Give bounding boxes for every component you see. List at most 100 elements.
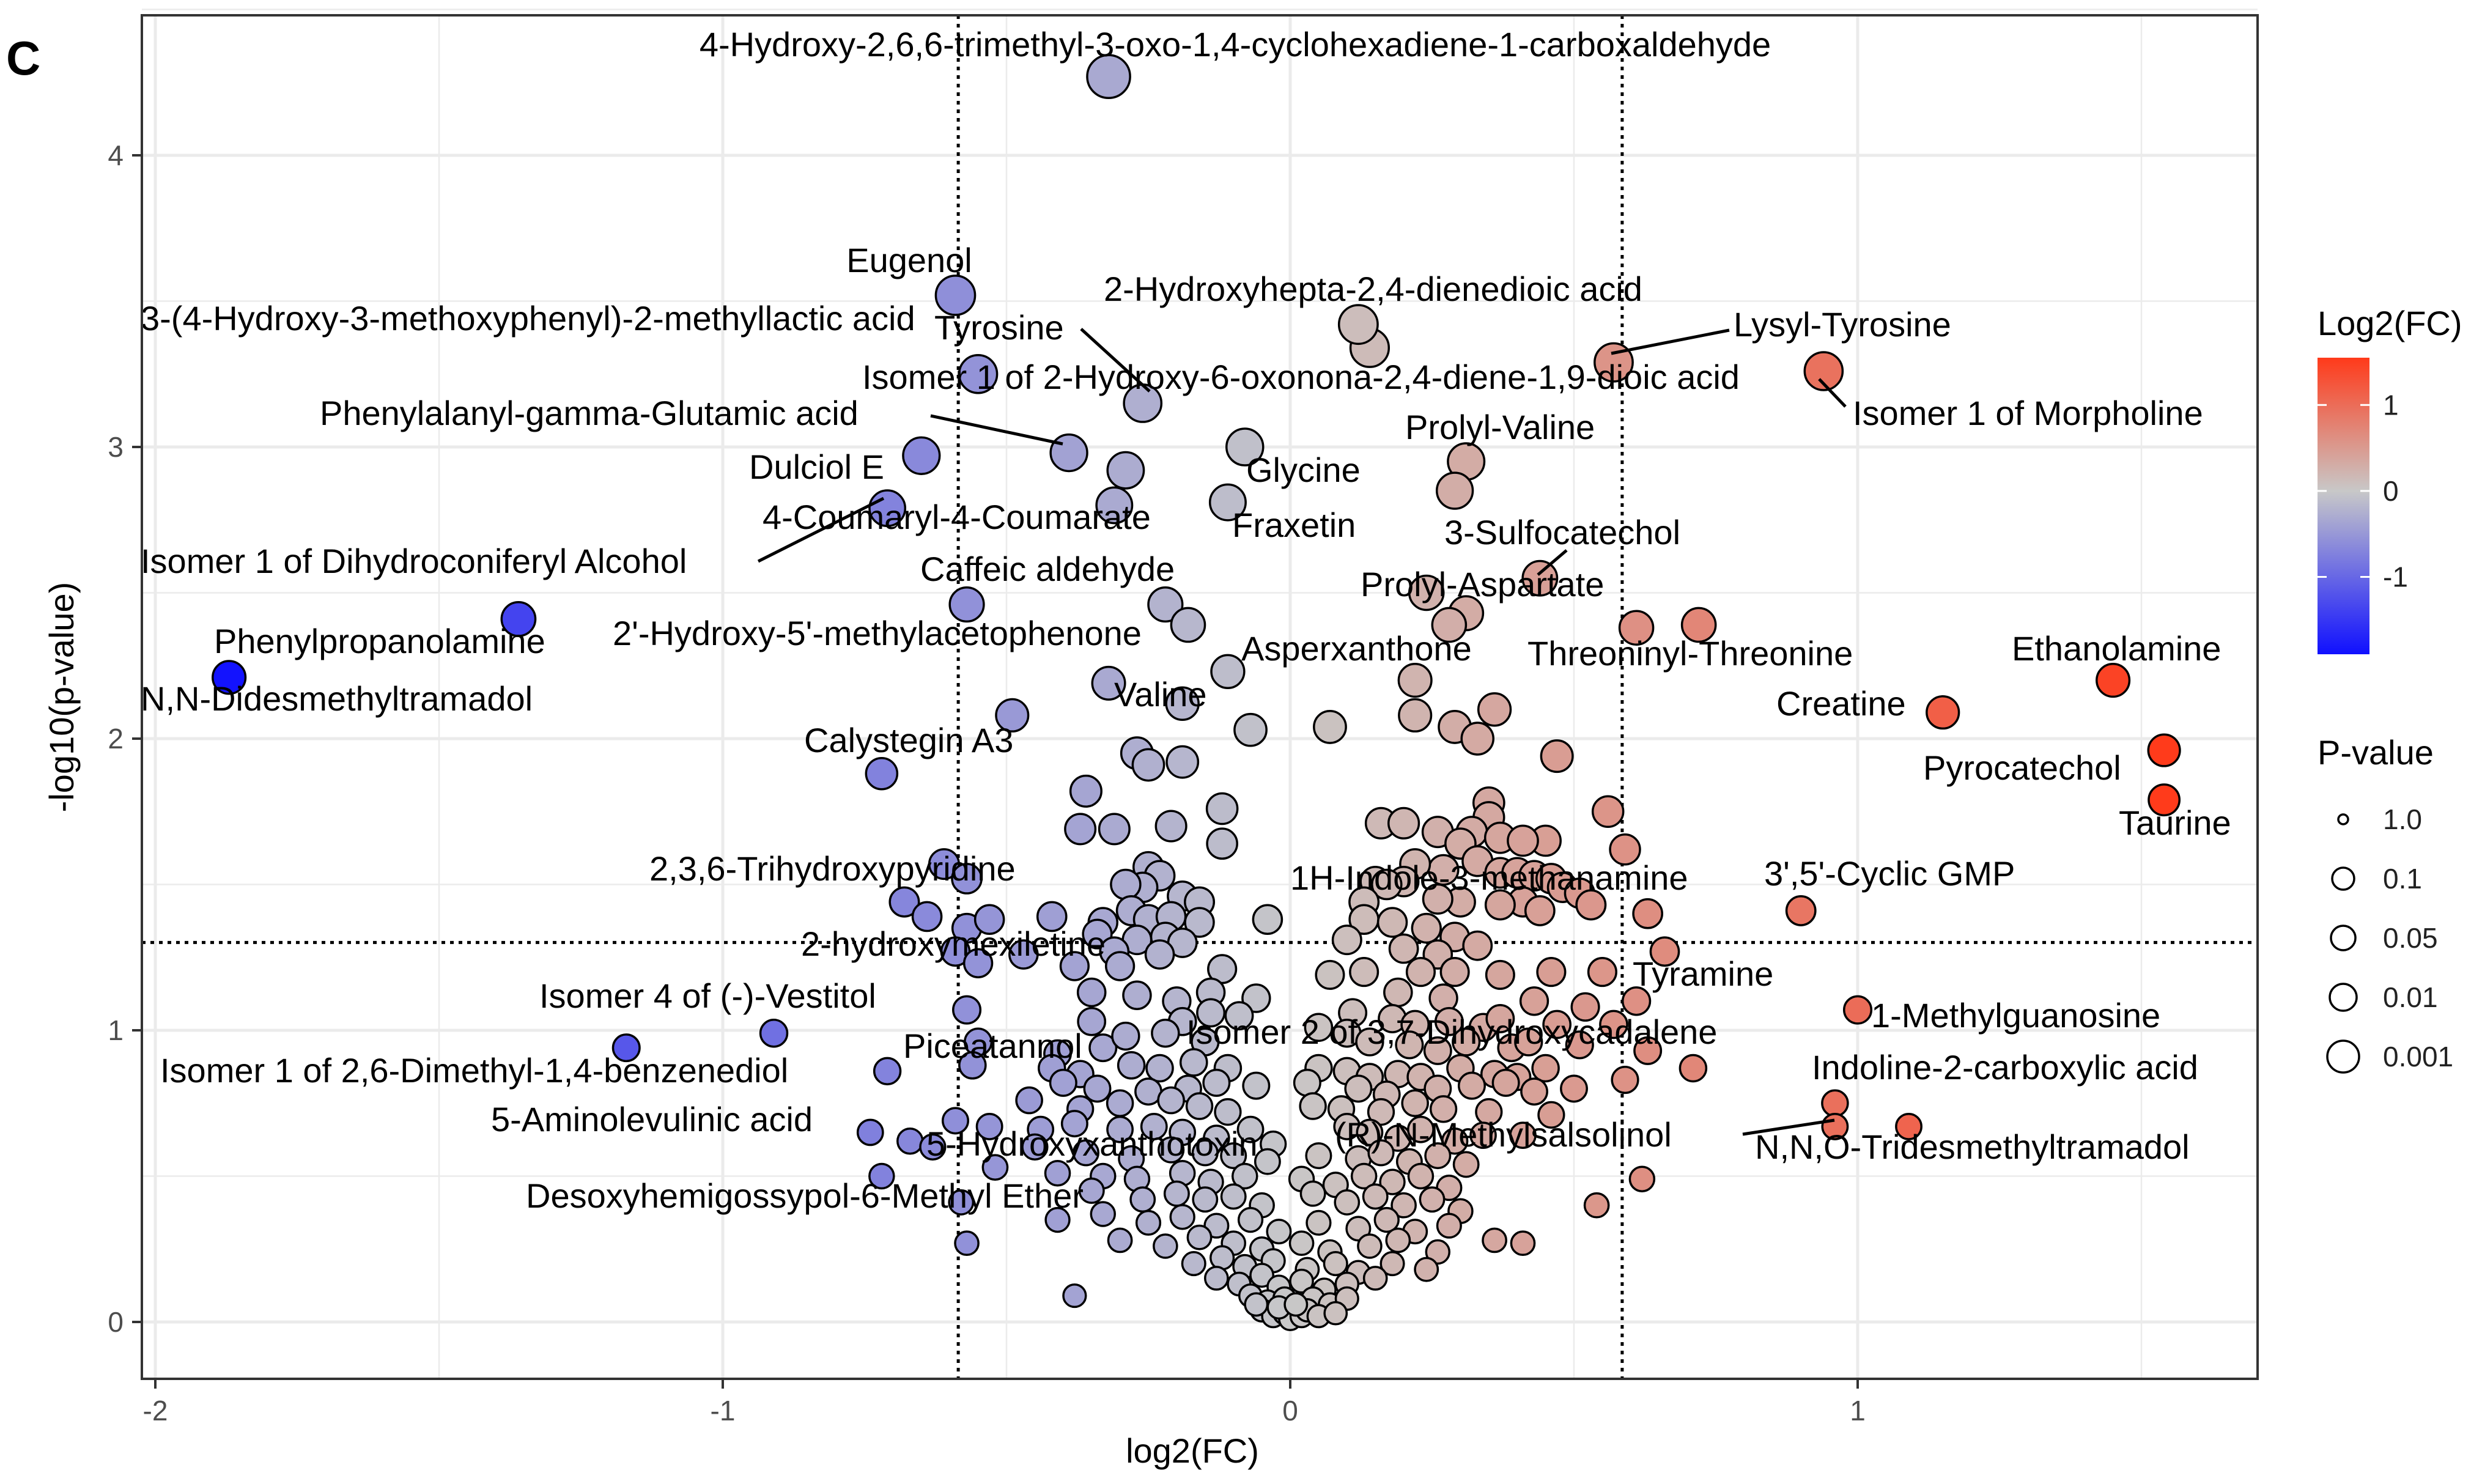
point-label: Indoline-2-carboxylic acid [1812, 1048, 2198, 1087]
size-legend-label: 0.05 [2383, 922, 2438, 954]
color-legend-bar [2318, 358, 2369, 654]
data-point [1414, 1257, 1439, 1282]
data-point [1895, 1112, 1922, 1140]
data-point [1357, 1233, 1383, 1259]
data-point [1076, 977, 1107, 1008]
point-label: 3-Sulfocatechol [1444, 513, 1680, 552]
data-point [1376, 907, 1408, 938]
data-point [1380, 1251, 1405, 1277]
data-point [1131, 748, 1165, 782]
data-point [951, 863, 983, 895]
data-point [1049, 433, 1088, 473]
data-point [1169, 1204, 1195, 1230]
data-point [1408, 574, 1445, 611]
data-point [1095, 486, 1134, 525]
point-label: Pyrocatechol [1923, 748, 2121, 787]
data-point [1129, 1186, 1156, 1213]
data-point [1106, 1115, 1134, 1143]
data-point [1356, 1118, 1384, 1146]
data-point [1059, 951, 1090, 981]
data-point [1591, 795, 1625, 828]
data-point [1170, 607, 1206, 643]
point-label: Dulciol E [749, 448, 884, 486]
data-point [1419, 1186, 1446, 1213]
plot-border [141, 14, 2259, 1380]
point-label: (R)-N-Methylsalsolinol [1335, 1115, 1672, 1154]
data-point [1583, 1192, 1610, 1219]
data-point [1926, 695, 1960, 730]
label-leader-lines [757, 328, 1847, 1136]
data-point [1144, 939, 1175, 970]
data-point [1423, 1036, 1452, 1065]
data-point [1154, 810, 1187, 843]
data-point [1469, 1121, 1497, 1150]
point-label: Prolyl-Valine [1405, 408, 1595, 446]
point-label: Isomer 2 of 3,7-Dihydroxycadalene [1186, 1013, 1717, 1051]
data-point [1452, 1151, 1480, 1178]
data-point [1587, 957, 1617, 987]
data-point [1424, 1142, 1452, 1170]
data-point [1304, 1013, 1334, 1043]
data-point [1405, 957, 1436, 987]
point-label: 2-hydroxymexiletine [801, 925, 1106, 963]
data-point [1434, 1006, 1464, 1036]
data-point [1436, 1213, 1462, 1239]
size-legend-title: P-value [2318, 733, 2434, 772]
data-point [1283, 1292, 1309, 1317]
data-point [1266, 1219, 1292, 1245]
data-point [1021, 1133, 1049, 1161]
data-point [1122, 980, 1152, 1010]
data-point [1163, 1180, 1190, 1207]
data-point [896, 1128, 924, 1155]
data-point [1435, 471, 1474, 510]
data-point [1225, 427, 1265, 467]
data-point [1236, 1115, 1265, 1143]
point-label: Phenylpropanolamine [214, 622, 545, 660]
point-label: 3-(4-Hydroxy-3-methoxyphenyl)-2-methylla… [141, 299, 915, 338]
point-label: 1-Methylguanosine [1871, 996, 2160, 1035]
color-legend-title: Log2(FC) [2318, 304, 2462, 342]
data-point [1542, 1010, 1572, 1039]
point-label: Calystegin A3 [804, 721, 1013, 759]
data-point [975, 1112, 1003, 1140]
data-point [868, 1162, 895, 1190]
data-point [1153, 1233, 1178, 1259]
data-point [1249, 1263, 1274, 1288]
point-label: Taurine [2119, 803, 2231, 842]
point-label: 3',5'-Cyclic GMP [1764, 854, 2015, 893]
data-point [1334, 1189, 1361, 1216]
size-legend-circle [2329, 983, 2358, 1012]
data-point [1206, 827, 1238, 860]
y-tick-label: 2 [108, 723, 124, 755]
data-point [1484, 889, 1516, 921]
point-label: Threoninyl-Threonine [1527, 634, 1853, 673]
data-point [1540, 739, 1574, 773]
data-point [1609, 833, 1641, 866]
data-point [1536, 957, 1567, 987]
point-label: Desoxyhemigossypol-6-Methyl Ether [526, 1176, 1084, 1215]
data-point [1387, 807, 1420, 840]
data-points [212, 54, 2181, 1332]
point-label: N,N,O-Tridesmethyltramadol [1755, 1128, 2190, 1166]
data-point [1091, 665, 1126, 701]
data-point [1191, 1139, 1219, 1167]
size-legend-label: 0.001 [2383, 1041, 2453, 1072]
y-tick-label: 4 [108, 139, 124, 171]
size-legend-label: 0.01 [2383, 981, 2438, 1013]
point-label: Tyrosine [934, 308, 1064, 347]
point-label: Glycine [1246, 451, 1361, 489]
data-point [1477, 692, 1512, 727]
data-point [1398, 698, 1433, 733]
data-point [1140, 1112, 1168, 1140]
data-point [1062, 1283, 1087, 1309]
point-label: 1H-Indole-3-methanamine [1290, 858, 1688, 897]
data-point [1323, 1301, 1348, 1326]
data-point [1422, 883, 1453, 915]
data-point [1184, 907, 1215, 938]
data-point [1611, 1066, 1639, 1095]
data-point [1233, 712, 1268, 747]
data-point [1313, 710, 1347, 744]
point-label: Isomer 1 of 2,6-Dimethyl-1,4-benzenediol [160, 1051, 788, 1090]
data-point [958, 354, 999, 394]
